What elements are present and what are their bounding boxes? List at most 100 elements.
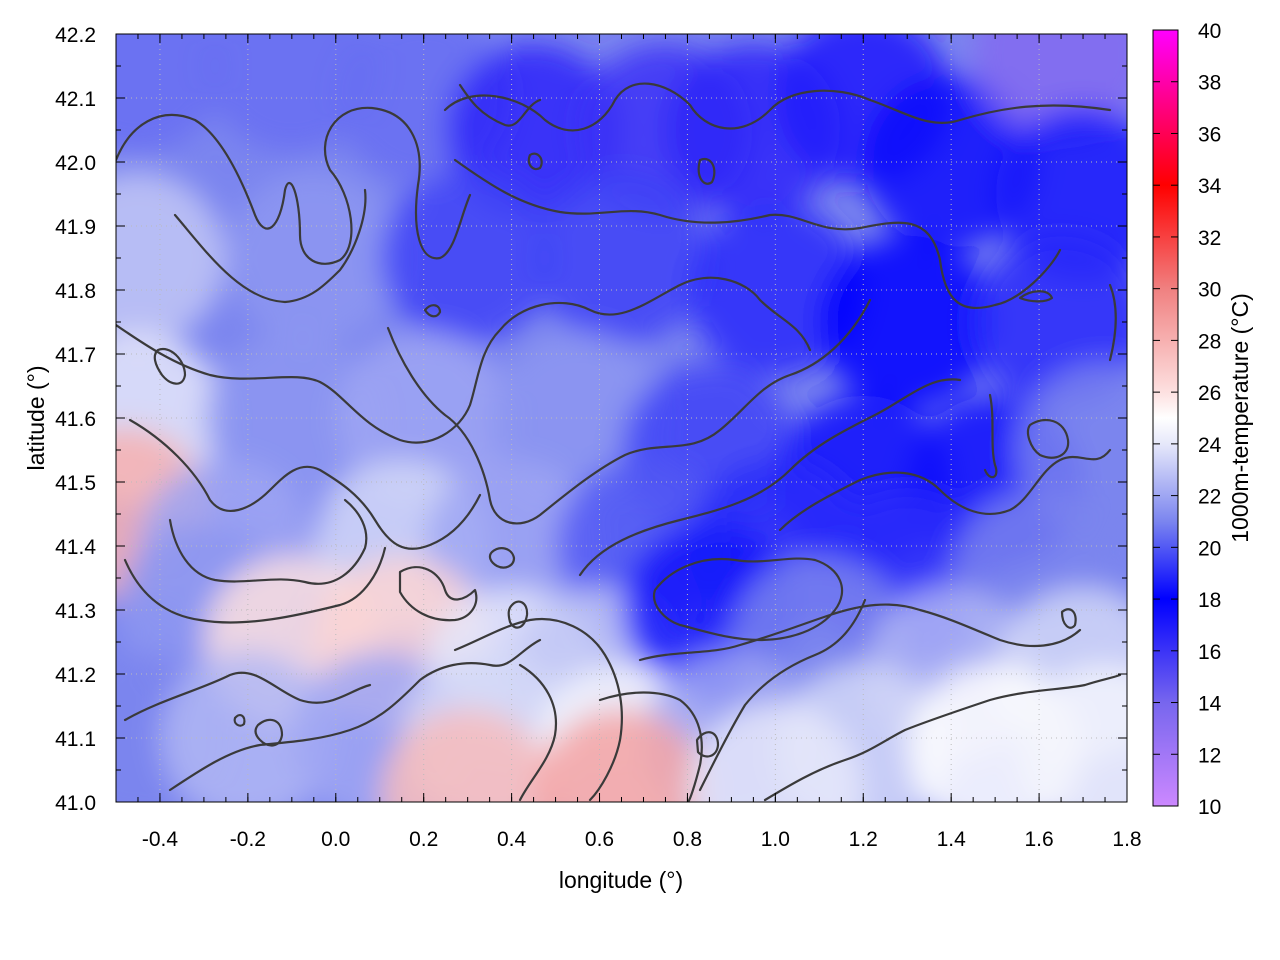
contour-line-21 [398, 566, 478, 622]
heat-cell [336, 331, 512, 505]
y-tick-label: 41.3 [55, 600, 96, 623]
colorbar-tick-label: 10 [1198, 796, 1221, 819]
contour-line-20 [598, 691, 703, 802]
heatmap-field [116, 34, 1127, 802]
contour-lines [116, 82, 1122, 802]
contour-line-16 [123, 671, 372, 722]
contour-line-22 [488, 547, 516, 569]
contour-line-33 [1018, 290, 1054, 303]
contour-line-1 [116, 106, 472, 265]
heat-cell [534, 709, 709, 802]
y-tick-label: 41.4 [55, 536, 96, 559]
x-axis-ticks: -0.4 -0.2 0.0 0.2 0.4 0.6 0.8 1.0 1.2 1.4 1.6 1.8 [115, 34, 1142, 851]
contour-line-14 [698, 598, 867, 792]
y-tick-label: 41.1 [55, 728, 96, 751]
contour-line-15 [763, 673, 1122, 802]
colorbar-tick-label: 26 [1198, 382, 1221, 405]
colorbar-tick-label: 34 [1198, 175, 1222, 198]
y-tick-label: 41.6 [55, 408, 96, 431]
x-tick-label: 0.0 [321, 828, 350, 851]
contour-line-5 [116, 276, 812, 444]
colorbar-tick-label: 28 [1198, 330, 1221, 353]
contour-line-4 [453, 158, 1062, 310]
heat-cell [819, 235, 995, 409]
contour-line-7 [128, 418, 482, 550]
colorbar-tick-label: 38 [1198, 72, 1221, 95]
colorbar-tick-label: 30 [1198, 279, 1221, 302]
y-axis-ticks: 41.0 41.1 41.2 41.3 41.4 41.5 41.6 41.7 41.8 41.9… [55, 24, 1127, 815]
contour-line-29 [458, 83, 542, 127]
colorbar-tick-label: 22 [1198, 486, 1221, 509]
contour-line-36 [1060, 608, 1077, 629]
y-tick-label: 41.7 [55, 344, 96, 367]
contour-line-18 [518, 663, 558, 802]
y-tick-label: 41.5 [55, 472, 96, 495]
colorbar-gradient [1152, 29, 1179, 807]
heat-cell [380, 171, 555, 345]
contour-line-30 [527, 152, 543, 171]
colorbar: 10 12 14 16 18 20 22 24 26 28 30 32 34 36 38 40 1000m-t… [1152, 20, 1253, 819]
contour-line-17 [168, 638, 542, 792]
contour-line-31 [697, 157, 716, 185]
x-axis-label: longitude (°) [559, 867, 683, 893]
contour-line-27 [983, 393, 998, 479]
contour-line-12 [652, 557, 844, 642]
heat-cell [446, 43, 621, 217]
x-tick-label: -0.4 [142, 828, 179, 851]
colorbar-tick-label: 36 [1198, 123, 1221, 146]
colorbar-tick-label: 18 [1198, 589, 1221, 612]
x-tick-label: 0.2 [409, 828, 438, 851]
x-tick-label: 0.4 [497, 828, 527, 851]
y-tick-label: 41.8 [55, 280, 96, 303]
heat-cell [160, 651, 336, 802]
contour-line-24 [695, 731, 720, 758]
x-tick-label: 1.0 [761, 828, 790, 851]
contour-line-35 [254, 718, 284, 747]
y-tick-label: 42.2 [55, 24, 96, 47]
contour-line-23 [507, 600, 529, 629]
heat-cell [226, 171, 402, 345]
contour-line-34 [233, 714, 246, 727]
heat-cell [116, 171, 226, 345]
heatmap-cells [116, 34, 1127, 802]
contour-line-2 [173, 188, 367, 304]
x-tick-label: 1.8 [1112, 828, 1141, 851]
colorbar-tick-label: 14 [1198, 693, 1222, 716]
contour-line-8 [168, 498, 368, 585]
x-tick-label: 0.8 [673, 828, 702, 851]
y-tick-label: 42.0 [55, 152, 96, 175]
colorbar-tick-label: 12 [1198, 744, 1221, 767]
y-tick-label: 41.9 [55, 216, 96, 239]
y-axis-label: latitude (°) [23, 365, 49, 470]
colorbar-tick-label: 16 [1198, 641, 1221, 664]
colorbar-tick-label: 20 [1198, 537, 1221, 560]
y-tick-label: 42.1 [55, 88, 96, 111]
x-tick-label: 1.6 [1024, 828, 1053, 851]
heat-cell [1017, 664, 1127, 802]
contour-line-11 [578, 378, 962, 577]
contour-line-9 [123, 546, 387, 624]
contour-line-26 [1026, 418, 1070, 459]
x-tick-label: 1.2 [849, 828, 878, 851]
contour-line-19 [453, 617, 623, 802]
colorbar-tick-label: 24 [1198, 434, 1222, 457]
heat-cell [534, 171, 709, 345]
heat-cell [380, 709, 555, 802]
contour-line-6 [386, 298, 872, 525]
contour-line-28 [1108, 283, 1117, 362]
y-tick-label: 41.0 [55, 792, 96, 815]
x-tick-label: -0.2 [230, 828, 266, 851]
contour-line-32 [423, 304, 442, 318]
x-tick-label: 0.6 [585, 828, 614, 851]
heat-cell [490, 331, 665, 505]
contour-line-3 [443, 82, 1112, 132]
contour-line-13 [638, 603, 1082, 662]
contour-line-25 [153, 347, 187, 385]
contour-line-10 [778, 448, 1112, 532]
x-tick-label: 1.4 [937, 828, 967, 851]
heat-cell [995, 107, 1127, 281]
colorbar-tick-label: 40 [1198, 20, 1221, 43]
colorbar-tick-label: 32 [1198, 227, 1221, 250]
colorbar-ticks: 10 12 14 16 18 20 22 24 26 28 30 32 34 36 38 40 [1153, 20, 1222, 819]
